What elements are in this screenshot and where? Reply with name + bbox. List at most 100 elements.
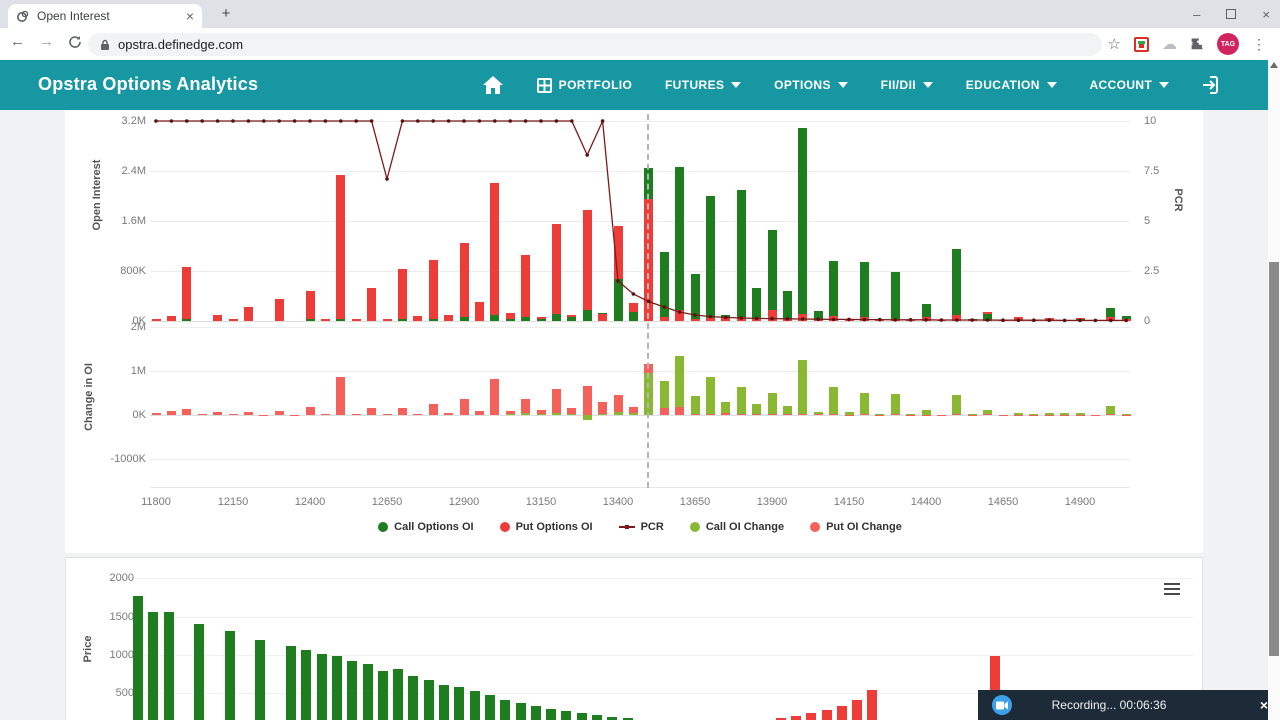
window-minimize-button[interactable]: – xyxy=(1193,6,1201,22)
oi-put-bar xyxy=(243,306,253,321)
oi-put-bar xyxy=(166,316,176,321)
oi-call-bar xyxy=(690,273,700,321)
oi-change-call-bar xyxy=(1106,406,1116,415)
price-call-bar xyxy=(255,639,266,720)
chg-y-tick: -1000K xyxy=(110,453,146,465)
oi-put-bar xyxy=(228,319,238,321)
oi-change-put-bar xyxy=(197,414,207,415)
nav-item-portfolio[interactable]: PORTFOLIO xyxy=(536,77,633,93)
x-axis-strike-label: 11800 xyxy=(141,496,171,508)
profile-avatar[interactable]: TAG xyxy=(1217,33,1239,55)
legend-item-put-oi[interactable]: Put Options OI xyxy=(499,521,593,533)
oi-put-bar xyxy=(444,315,454,321)
oi-change-put-bar xyxy=(690,413,700,415)
browser-tab[interactable]: Open Interest × xyxy=(8,4,202,28)
back-button[interactable]: ← xyxy=(10,33,25,50)
oi-put-bar xyxy=(921,317,931,321)
oi-put-bar xyxy=(397,268,407,321)
price-put-bar xyxy=(806,712,817,720)
oi-put-bar xyxy=(1060,320,1070,321)
oi-change-put-bar xyxy=(983,414,993,415)
oi-change-put-bar xyxy=(351,413,361,415)
price-call-bar xyxy=(393,668,404,720)
oi-call-bar xyxy=(628,311,638,321)
pcr-y-axis-title: PCR xyxy=(1172,188,1184,212)
nav-item-options[interactable]: OPTIONS xyxy=(774,78,848,92)
legend-dot-icon xyxy=(499,522,510,532)
bookmark-star-icon[interactable]: ☆ xyxy=(1107,36,1121,53)
price-call-bar xyxy=(331,656,342,720)
price-call-bar xyxy=(408,676,419,720)
oi-put-bar xyxy=(213,314,223,321)
legend-item-call-oi[interactable]: Call Options OI xyxy=(378,521,474,533)
new-tab-button[interactable]: + xyxy=(221,5,231,22)
recording-toolbar: Recording... 00:06:36 × xyxy=(978,690,1280,720)
oi-change-put-bar xyxy=(659,407,669,415)
oi-change-put-bar xyxy=(582,385,592,415)
logout-icon[interactable] xyxy=(1202,76,1222,94)
oi-y-tick: 0K xyxy=(132,315,146,327)
price-call-bar xyxy=(515,703,526,720)
oi-change-call-bar xyxy=(1013,412,1023,415)
app-brand[interactable]: Opstra Options Analytics xyxy=(38,74,259,94)
legend-item-put-chg[interactable]: Put OI Change xyxy=(810,521,902,533)
oi-change-call-bar xyxy=(536,414,546,415)
home-icon[interactable] xyxy=(482,75,504,95)
x-axis-strike-label: 12400 xyxy=(294,496,326,508)
price-chart-menu-icon[interactable] xyxy=(1164,583,1180,595)
oi-put-bar xyxy=(1044,317,1054,321)
tab-close-icon[interactable]: × xyxy=(185,8,194,24)
nav-item-futures[interactable]: FUTURES xyxy=(665,78,742,92)
scrollbar-up-arrow[interactable] xyxy=(1270,62,1278,68)
oi-change-call-bar xyxy=(721,402,731,415)
legend-item-pcr[interactable]: PCR xyxy=(618,521,664,533)
oi-change-call-bar xyxy=(844,412,854,415)
oi-change-call-bar xyxy=(1044,412,1054,415)
chart-legend: Call Options OI Put Options OI PCR Call … xyxy=(150,521,1130,533)
cloud-icon[interactable]: ☁ xyxy=(1162,36,1177,53)
window-close-button[interactable]: × xyxy=(1262,6,1270,22)
price-call-bar xyxy=(423,680,434,720)
oi-change-put-bar xyxy=(459,398,469,415)
oi-change-put-bar xyxy=(767,414,777,415)
price-y-tick: 1000 xyxy=(109,649,134,661)
price-call-bar xyxy=(484,695,495,720)
forward-button[interactable]: → xyxy=(39,33,54,50)
legend-item-call-chg[interactable]: Call OI Change xyxy=(689,521,784,533)
nav-item-education[interactable]: EDUCATION xyxy=(966,78,1057,92)
oi-change-call-bar xyxy=(690,396,700,415)
recording-close-icon[interactable]: × xyxy=(1259,697,1268,713)
legend-dot-icon xyxy=(810,522,821,532)
price-call-bar xyxy=(592,715,602,720)
oi-change-put-bar xyxy=(428,404,438,415)
oi-call-bar xyxy=(305,319,315,321)
oi-change-call-bar xyxy=(675,356,685,415)
chrome-menu-icon[interactable]: ⋮ xyxy=(1252,35,1266,52)
extensions-puzzle-icon[interactable] xyxy=(1190,37,1204,51)
extension-shield-icon[interactable] xyxy=(1134,36,1149,52)
url-bar[interactable]: opstra.definedge.com xyxy=(88,33,1102,56)
oi-change-put-bar xyxy=(613,394,623,415)
oi-put-bar xyxy=(844,319,854,321)
oi-put-bar xyxy=(182,267,192,321)
oi-change-put-bar xyxy=(305,406,315,415)
oi-put-bar xyxy=(998,320,1008,321)
oi-put-bar xyxy=(274,299,284,321)
oi-put-bar xyxy=(952,314,962,321)
price-put-bar xyxy=(989,656,1000,720)
x-axis-strike-label: 14150 xyxy=(833,496,865,508)
oi-put-bar xyxy=(320,319,330,321)
scrollbar-thumb[interactable] xyxy=(1269,262,1279,656)
oi-call-bar xyxy=(782,291,792,321)
oi-change-put-bar xyxy=(243,411,253,415)
nav-item-account[interactable]: ACCOUNT xyxy=(1089,78,1170,92)
oi-change-put-bar xyxy=(444,413,454,415)
window-maximize-button[interactable] xyxy=(1226,9,1237,19)
oi-call-bar xyxy=(890,271,900,321)
refresh-button[interactable] xyxy=(68,35,82,49)
price-call-bar xyxy=(469,691,480,720)
oi-y-tick: 3.2M xyxy=(121,115,146,127)
nav-item-fiidii[interactable]: FII/DII xyxy=(881,78,934,92)
price-y-tick: 500 xyxy=(115,687,134,699)
oi-put-bar xyxy=(782,319,792,321)
